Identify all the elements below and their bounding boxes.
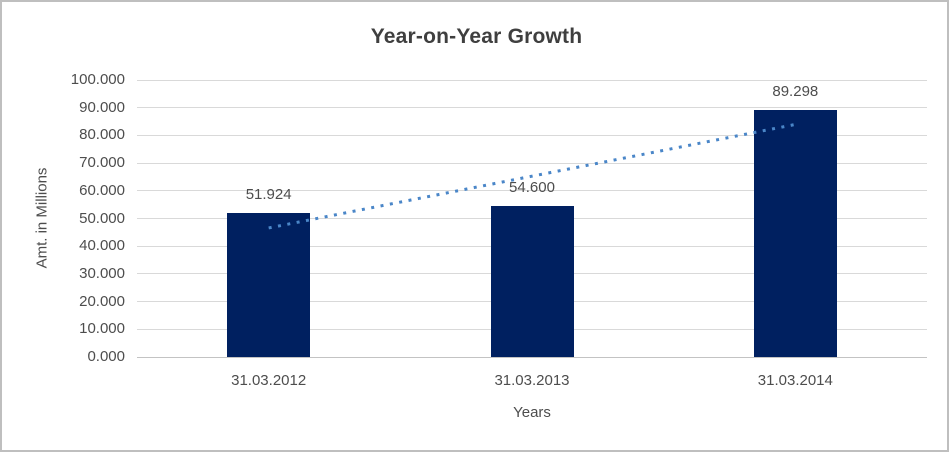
x-tick-label: 31.03.2014 [757, 372, 833, 389]
bar-value-label: 54.600 [509, 178, 555, 196]
gridline [137, 79, 927, 81]
bar-31.03.2013 [490, 205, 574, 357]
y-tick-label: 60.000 [79, 181, 125, 199]
y-tick-label: 10.000 [79, 320, 125, 338]
bar-31.03.2014 [753, 109, 837, 357]
x-axis-line [137, 356, 927, 358]
y-tick-label: 90.000 [79, 98, 125, 116]
x-axis-title: Years [513, 404, 551, 421]
y-tick-label: 50.000 [79, 209, 125, 227]
x-tick-label: 31.03.2012 [231, 372, 307, 389]
bar-31.03.2012 [227, 213, 311, 357]
y-tick-label: 80.000 [79, 126, 125, 144]
chart-title: Year-on-Year Growth [370, 25, 583, 48]
bar-value-label: 89.298 [772, 82, 819, 100]
y-tick-label: 20.000 [79, 292, 125, 310]
bar-value-label: 51.924 [245, 186, 292, 204]
y-tick-label: 100.000 [70, 71, 125, 88]
x-tick-label: 31.03.2013 [494, 372, 570, 389]
y-tick-label: 40.000 [79, 237, 125, 255]
y-tick-label: 30.000 [79, 264, 125, 282]
y-tick-label: 70.000 [79, 154, 125, 172]
gridline [137, 107, 927, 109]
y-tick-label: 0.000 [87, 348, 125, 365]
